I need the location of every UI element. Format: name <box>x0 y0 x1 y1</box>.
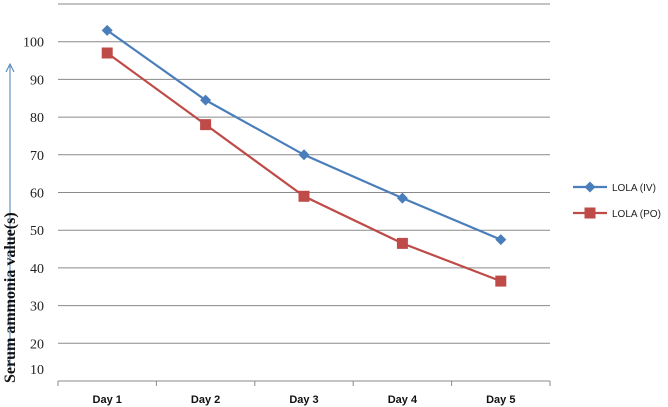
data-point <box>495 234 507 246</box>
y-axis-label-group: Serum ammonia value(s) <box>2 62 19 383</box>
series-line <box>106 52 502 283</box>
legend-item: LOLA (IV) <box>573 181 656 194</box>
y-tick-label: 40 <box>30 262 44 277</box>
x-tick-label: Day 2 <box>191 394 220 406</box>
y-tick-label: 60 <box>30 187 44 202</box>
legend: LOLA (IV) LOLA (PO) <box>573 181 661 220</box>
y-tick-label: 100 <box>23 36 44 51</box>
data-point <box>396 237 408 249</box>
data-point <box>396 192 408 204</box>
data-point <box>495 275 507 287</box>
y-axis-label: Serum ammonia value(s) <box>2 212 19 383</box>
data-point <box>584 181 596 193</box>
y-tick-label: 90 <box>30 73 44 88</box>
y-axis-arrow-head <box>5 62 15 73</box>
y-tick-label: 80 <box>30 111 44 126</box>
x-tick-labels: Day 1 Day 2 Day 3 Day 4 Day 5 <box>93 394 516 406</box>
y-tick-labels: 10 20 30 40 50 60 70 80 90 100 <box>23 36 44 378</box>
x-tick-label: Day 3 <box>289 394 318 406</box>
y-tick-label: 70 <box>30 149 44 164</box>
legend-item: LOLA (PO) <box>573 207 661 220</box>
series-diamond <box>101 24 507 246</box>
y-tick-label: 30 <box>30 300 44 315</box>
data-point <box>298 190 310 202</box>
series-line <box>106 29 502 241</box>
data-point <box>200 94 212 106</box>
data-point <box>298 149 310 161</box>
series-group <box>101 24 507 287</box>
x-tick-label: Day 4 <box>388 394 418 406</box>
y-tick-label: 50 <box>30 224 44 239</box>
data-point <box>200 119 212 131</box>
legend-label: LOLA (PO) <box>612 209 661 220</box>
y-tick-label: 20 <box>30 337 44 352</box>
x-tick-label: Day 1 <box>93 394 122 406</box>
y-tick-label: 10 <box>30 363 44 378</box>
data-point <box>101 47 113 59</box>
x-tick-label: Day 5 <box>486 394 515 406</box>
legend-label: LOLA (IV) <box>612 183 656 194</box>
series-square <box>101 47 507 287</box>
data-point <box>584 207 596 219</box>
data-point <box>101 24 113 36</box>
